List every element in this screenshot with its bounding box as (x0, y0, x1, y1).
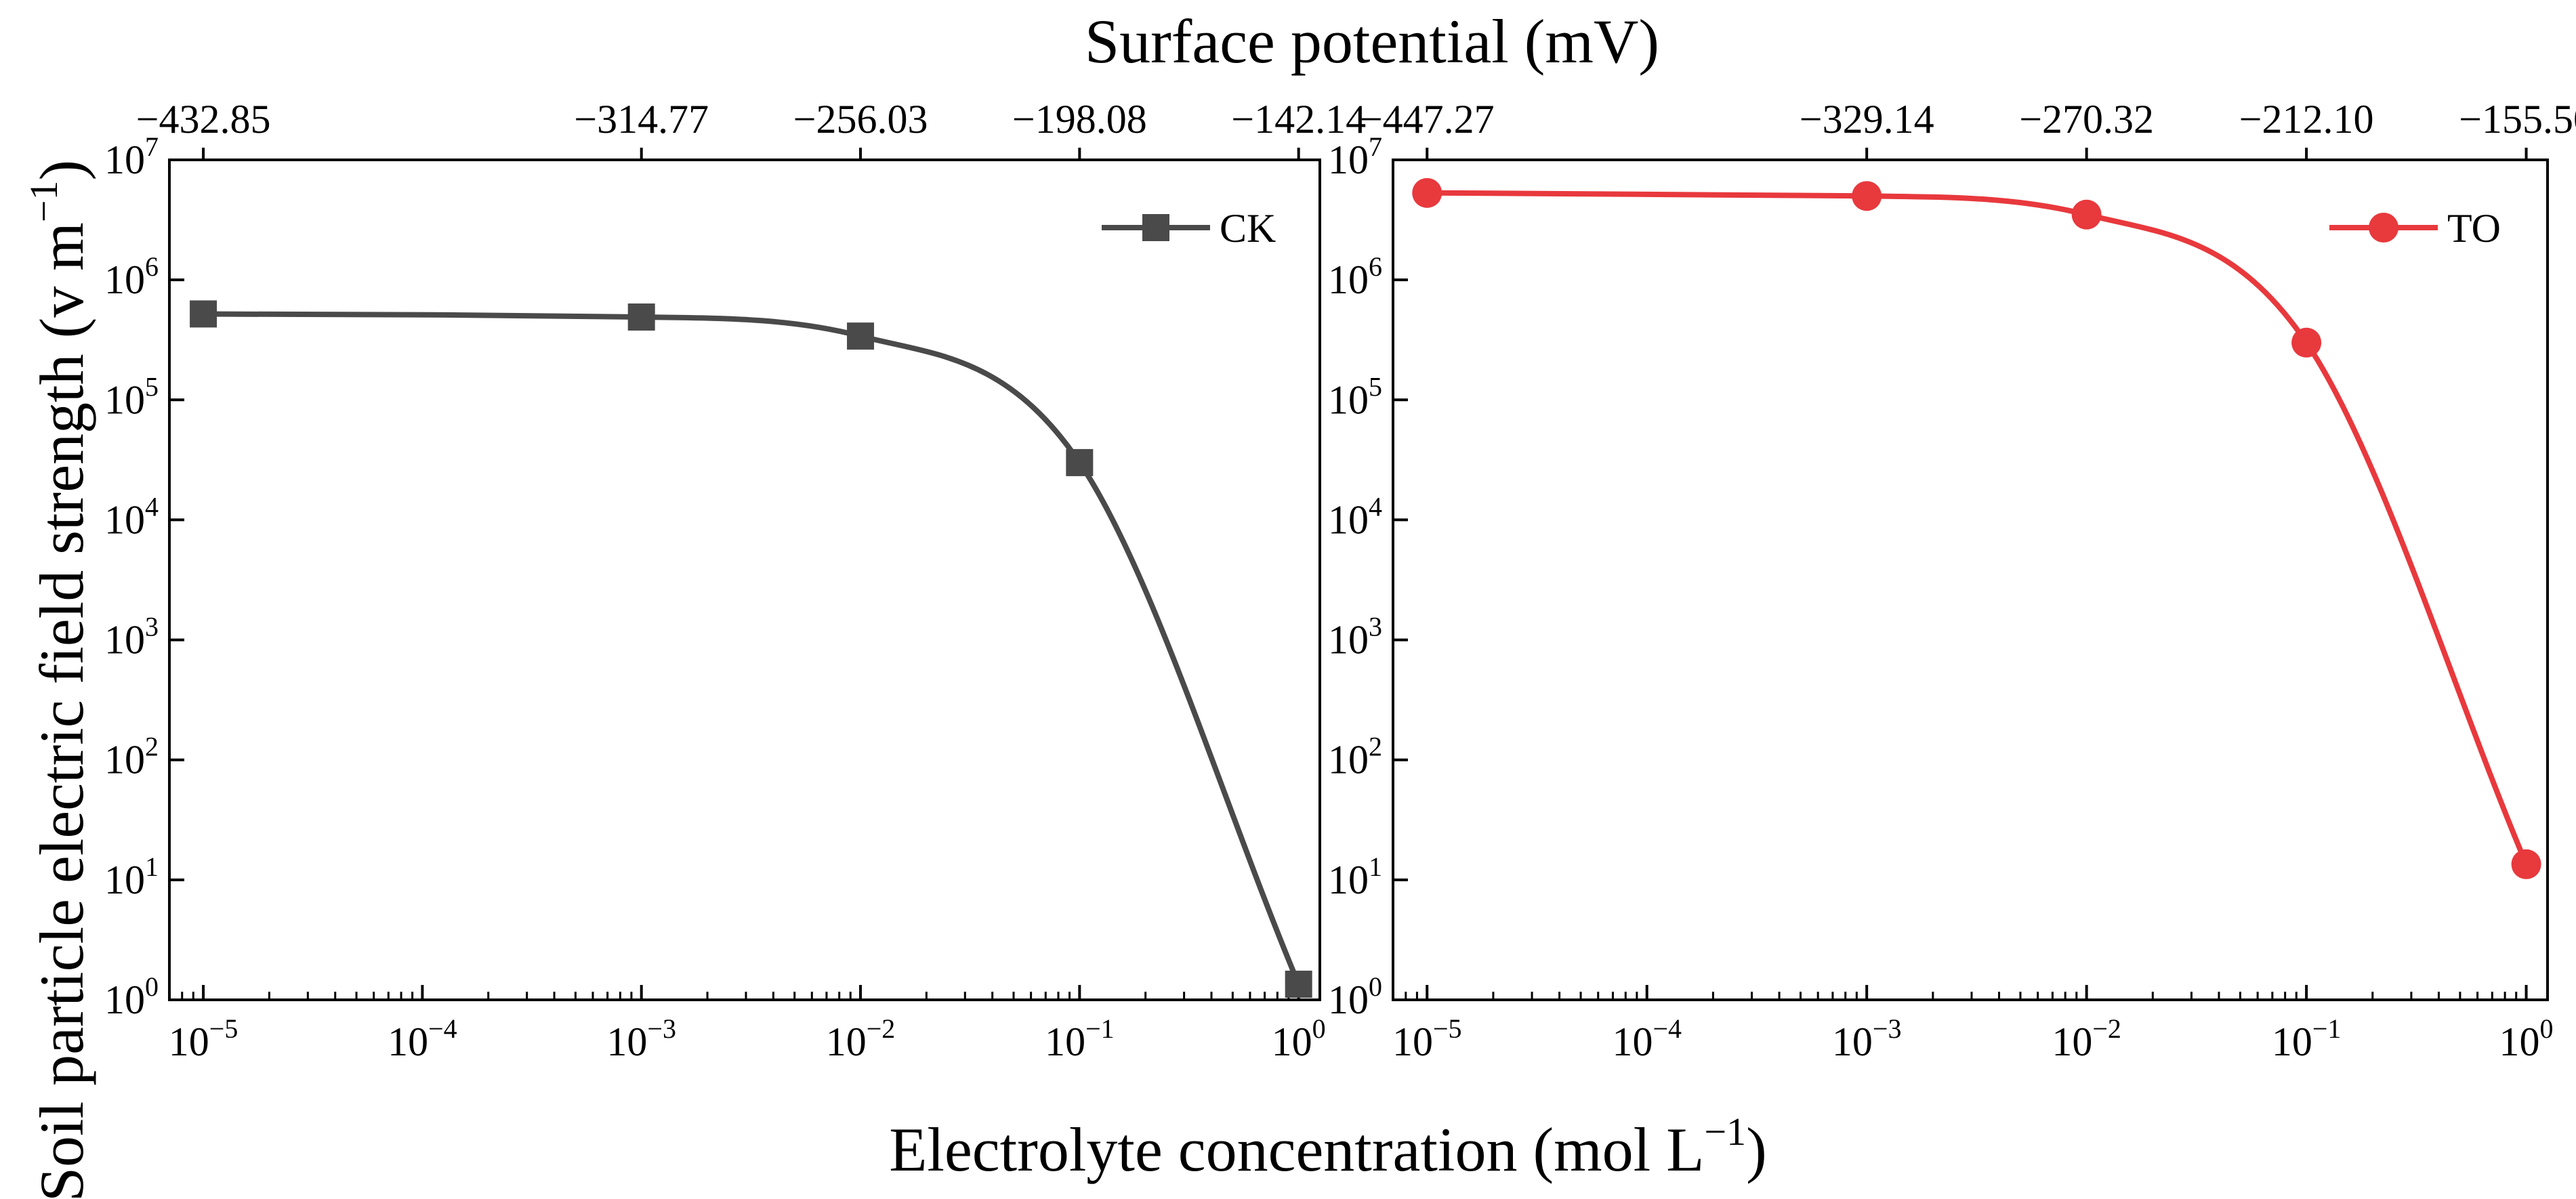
y-tick-label: 107 (104, 131, 159, 182)
legend-label: TO (2447, 206, 2501, 251)
top-tick-label: −155.50 (2459, 97, 2576, 142)
y-tick-label: 103 (1328, 612, 1382, 662)
top-tick-label: −256.03 (793, 97, 928, 142)
x-tick-label: 10−4 (388, 1013, 457, 1064)
data-point (2291, 327, 2322, 358)
y-tick-label: 104 (1328, 491, 1382, 542)
y-tick-label: 106 (104, 251, 159, 302)
data-point (627, 303, 655, 331)
top-tick-label: −198.08 (1012, 97, 1147, 142)
x-tick-label: 10−2 (2052, 1013, 2121, 1064)
y-tick-label: 101 (104, 851, 159, 902)
series-line-ck (203, 311, 1302, 986)
y-tick-label: 102 (104, 732, 159, 782)
y-tick-label: 105 (104, 371, 159, 422)
y-axis-title: Soil particle electric field strength (v… (22, 160, 96, 1199)
data-point (1852, 181, 1882, 211)
y-tick-label: 100 (104, 971, 159, 1022)
legend: TO (2329, 206, 2501, 251)
panel-to: 10−5 10−4 10−3 10−2 10−1 100 −447.27 −329.14 −27… (1328, 97, 2576, 1064)
top-axis-title: Surface potential (mV) (1085, 7, 1659, 76)
top-tick-label: −270.32 (2019, 97, 2154, 142)
data-point (847, 322, 875, 350)
x-tick-label: 10−5 (1392, 1013, 1462, 1064)
y-tick-label: 107 (1328, 131, 1382, 182)
data-point (2511, 849, 2541, 879)
legend-marker (1142, 214, 1169, 241)
legend-label: CK (1220, 206, 1276, 251)
x-tick-label: 10−1 (1045, 1013, 1115, 1064)
top-tick-label: −314.77 (574, 97, 709, 142)
x-tick-label: 100 (1272, 1013, 1326, 1064)
series-line-to (1427, 190, 2529, 866)
y-tick-label: 101 (1328, 851, 1382, 902)
y-tick-label: 100 (1328, 971, 1382, 1022)
y-tick-label: 105 (1328, 371, 1382, 422)
top-tick-label: −329.14 (1800, 97, 1934, 142)
x-tick-label: 100 (2499, 1013, 2554, 1064)
y-tick-label: 106 (1328, 251, 1382, 302)
plot-frame (168, 159, 1321, 1001)
legend-marker (2369, 213, 2398, 243)
top-tick-label: −432.85 (136, 97, 271, 142)
plot-frame (1392, 159, 2549, 1001)
top-tick-label: −447.27 (1360, 97, 1495, 142)
data-point (190, 300, 217, 328)
data-point (1066, 448, 1094, 476)
x-tick-label: 10−5 (169, 1013, 238, 1064)
data-point (1285, 970, 1312, 998)
top-tick-label: −212.10 (2239, 97, 2374, 142)
x-tick-label: 10−4 (1612, 1013, 1682, 1064)
x-tick-label: 10−2 (826, 1013, 896, 1064)
x-tick-label: 10−1 (2272, 1013, 2342, 1064)
x-tick-label: 10−3 (1832, 1013, 1902, 1064)
y-tick-label: 104 (104, 491, 159, 542)
x-axis-title: Electrolyte concentration (mol L−1) (889, 1110, 1767, 1184)
data-point (1412, 177, 1442, 208)
top-tick-label: −142.14 (1231, 97, 1366, 142)
data-point (2071, 199, 2102, 230)
x-tick-label: 10−3 (606, 1013, 676, 1064)
legend: CK (1102, 206, 1276, 251)
panel-ck: 10−5 10−4 10−3 10−2 10−1 100 −432.85 −314.77 −25… (104, 97, 1366, 1064)
y-tick-label: 102 (1328, 732, 1382, 782)
y-tick-label: 103 (104, 612, 159, 662)
